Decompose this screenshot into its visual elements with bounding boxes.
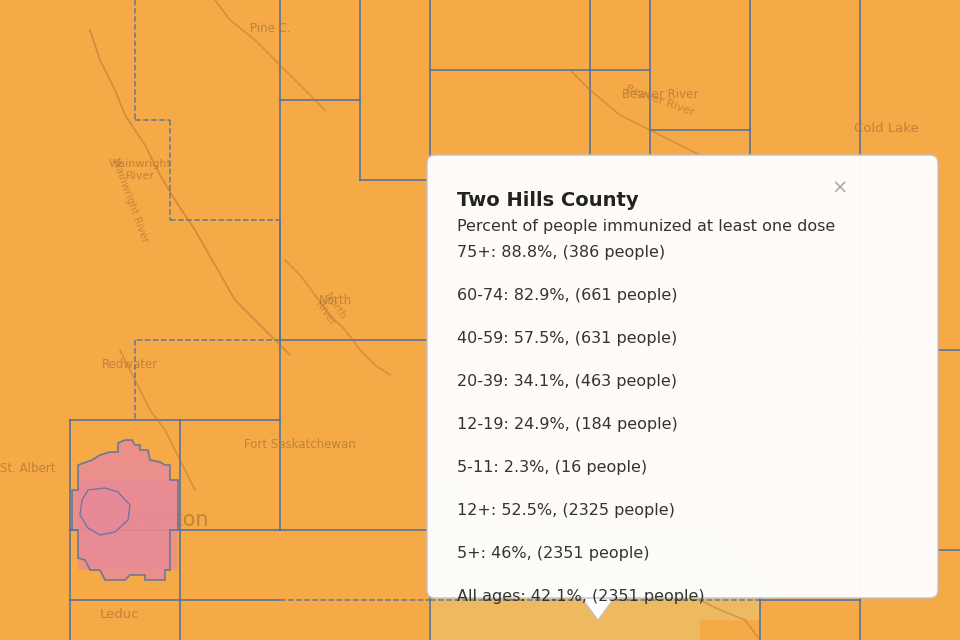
Text: 12-19: 24.9%, (184 people): 12-19: 24.9%, (184 people) (457, 417, 678, 432)
Text: Fort Saskatchewan: Fort Saskatchewan (244, 438, 356, 451)
Polygon shape (78, 480, 178, 570)
Text: North
River: North River (313, 292, 348, 328)
Text: 60-74: 82.9%, (661 people): 60-74: 82.9%, (661 people) (457, 288, 678, 303)
Text: Beaver River: Beaver River (624, 83, 696, 117)
Polygon shape (72, 440, 178, 580)
Polygon shape (430, 480, 780, 640)
Text: Two Hills County: Two Hills County (457, 191, 638, 210)
Polygon shape (576, 590, 620, 620)
Text: St. Albert: St. Albert (0, 461, 56, 474)
Text: 5+: 46%, (2351 people): 5+: 46%, (2351 people) (457, 546, 650, 561)
Text: 20-39: 34.1%, (463 people): 20-39: 34.1%, (463 people) (457, 374, 677, 389)
Text: Wainwright
River: Wainwright River (108, 159, 172, 180)
Text: Percent of people immunized at least one dose: Percent of people immunized at least one… (457, 219, 835, 234)
Text: Redwater: Redwater (102, 358, 158, 371)
Text: 5-11: 2.3%, (16 people): 5-11: 2.3%, (16 people) (457, 460, 647, 475)
Text: Wainwright River: Wainwright River (110, 156, 150, 244)
Text: North: North (319, 294, 351, 307)
Text: Edmonton: Edmonton (102, 510, 208, 530)
Text: 12+: 52.5%, (2325 people): 12+: 52.5%, (2325 people) (457, 503, 675, 518)
Text: Leduc: Leduc (100, 609, 140, 621)
Text: Cold Lake: Cold Lake (853, 122, 919, 134)
Text: Beaver River: Beaver River (622, 88, 698, 102)
Text: Pine C.: Pine C. (250, 22, 290, 35)
Text: 40-59: 57.5%, (631 people): 40-59: 57.5%, (631 people) (457, 331, 677, 346)
Polygon shape (80, 488, 130, 535)
Text: ×: × (831, 179, 849, 198)
Text: 75+: 88.8%, (386 people): 75+: 88.8%, (386 people) (457, 245, 665, 260)
Text: All ages: 42.1%, (2351 people): All ages: 42.1%, (2351 people) (457, 589, 705, 604)
FancyBboxPatch shape (427, 155, 938, 598)
